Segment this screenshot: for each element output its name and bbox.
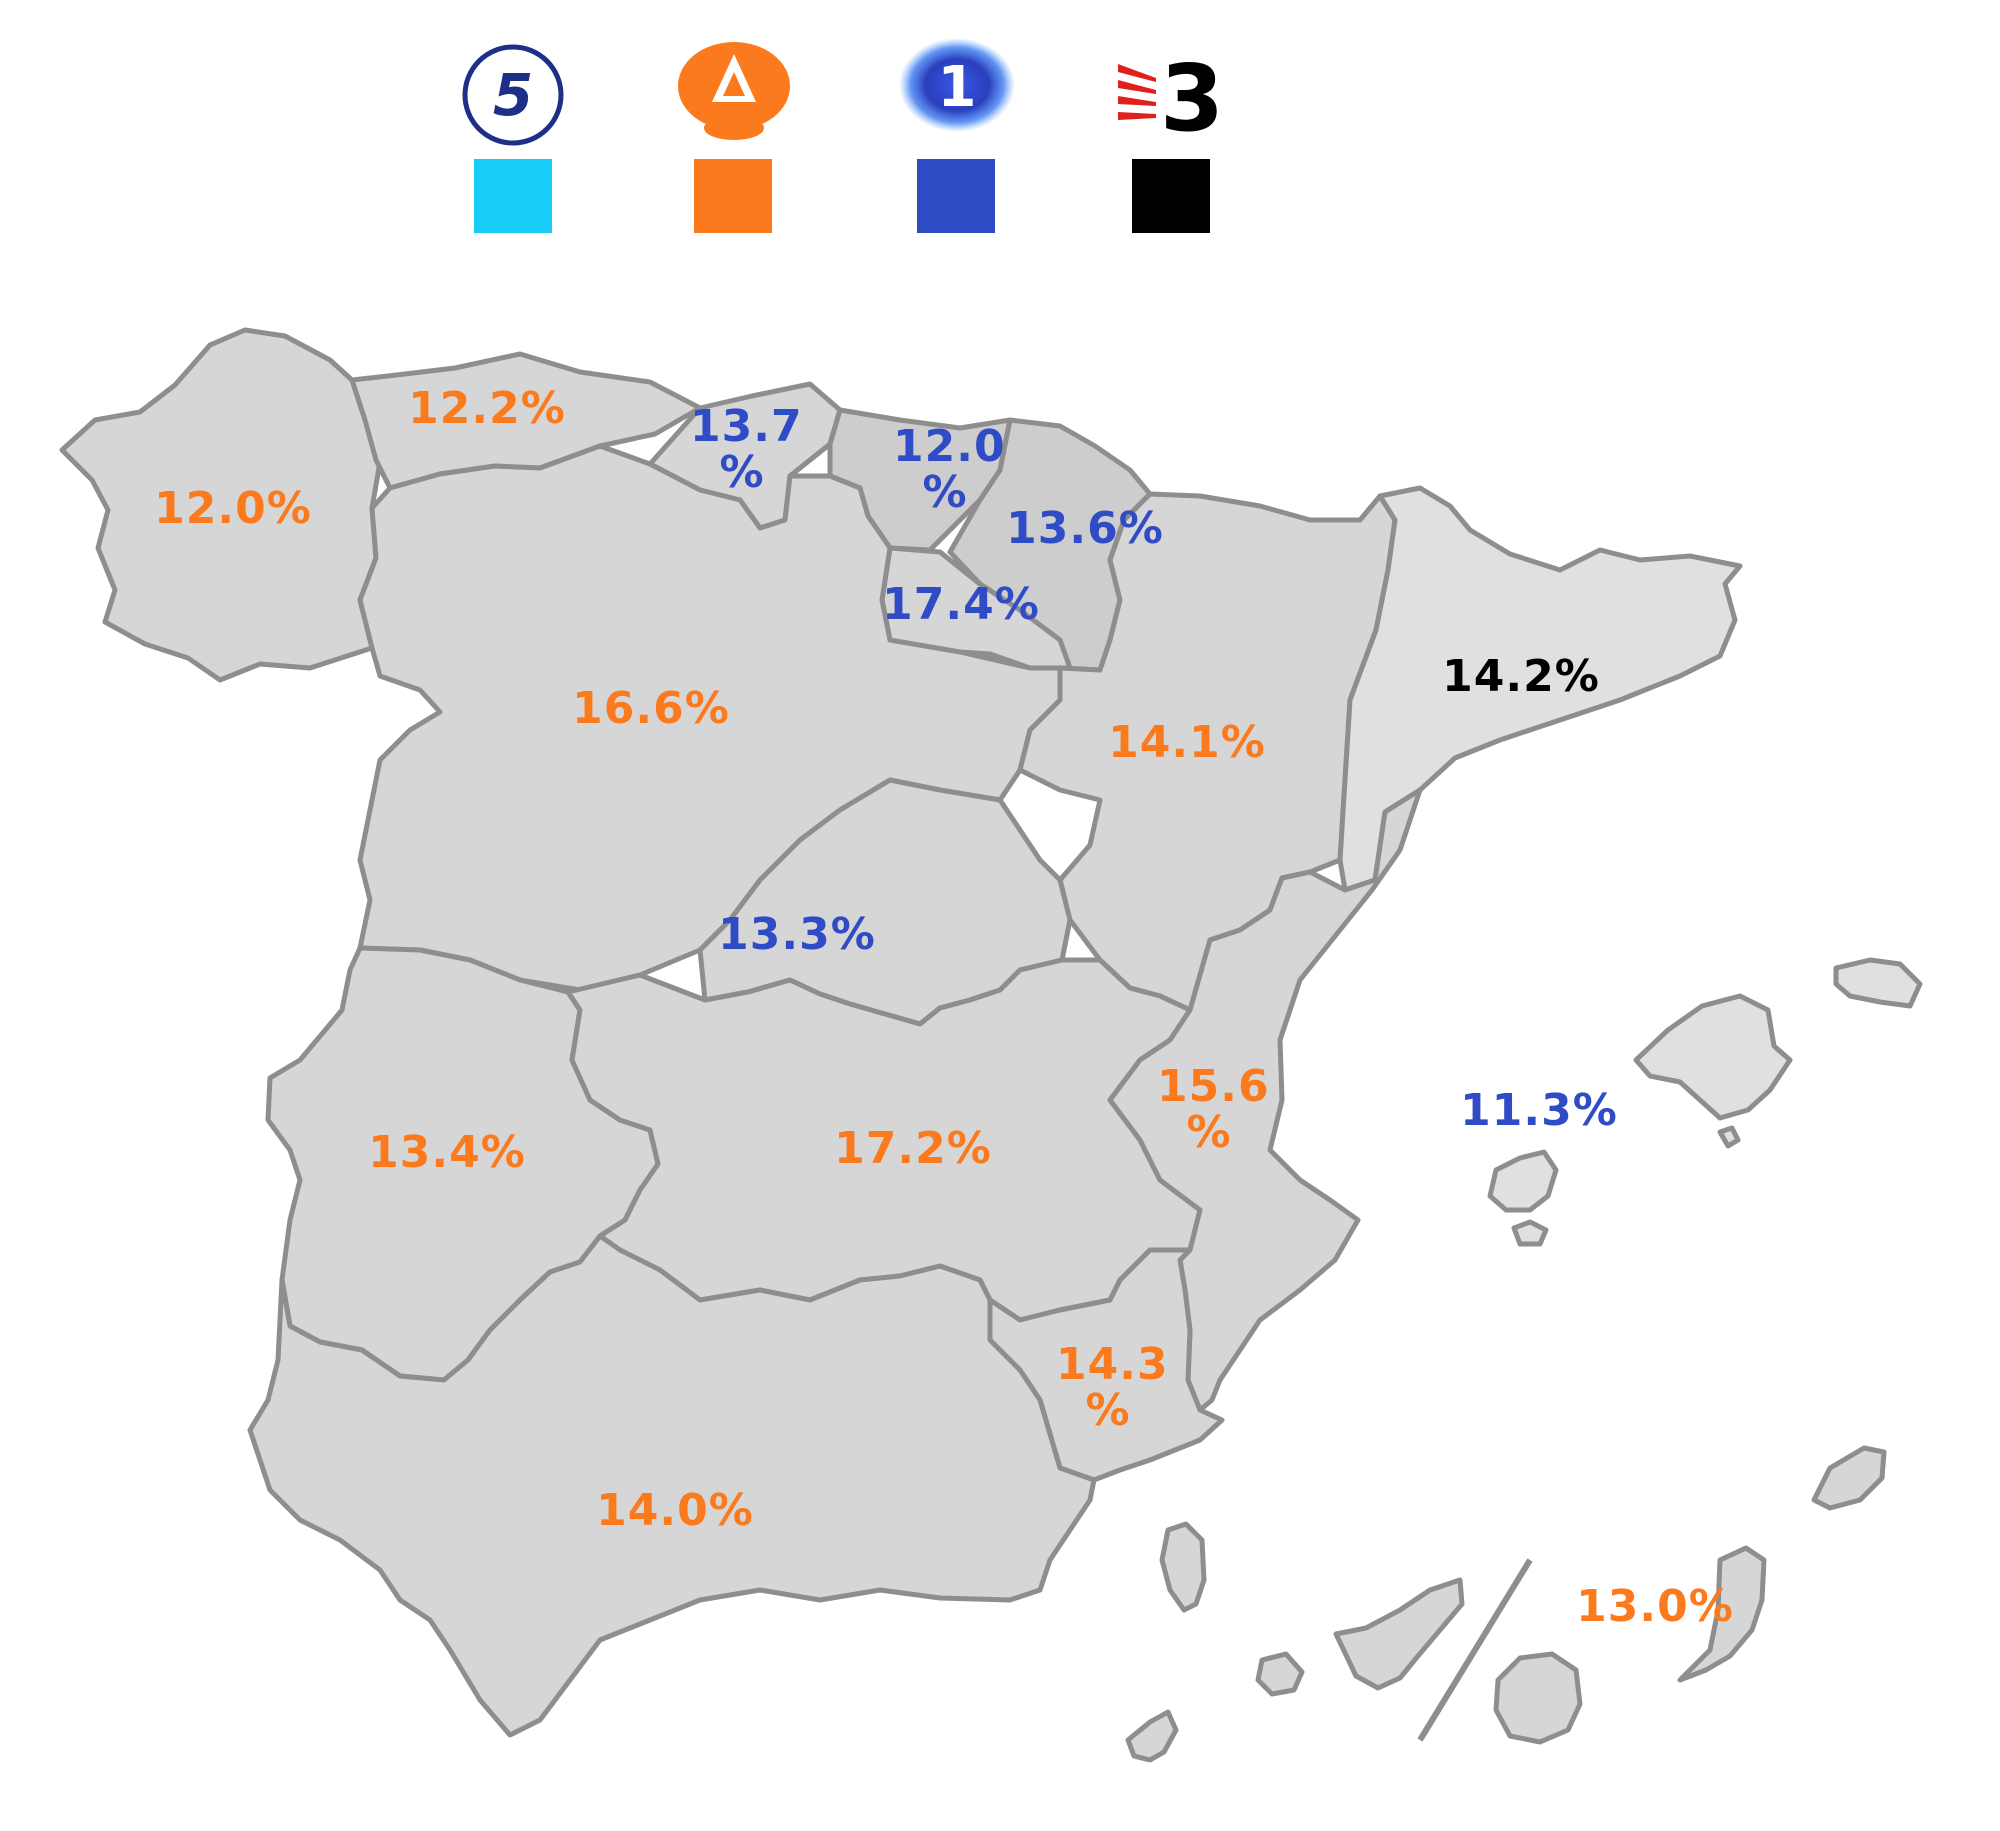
label-pais-vasco: 12.0 % (893, 421, 1006, 518)
tv3-logo-text: 3 (1160, 50, 1224, 136)
tv3-logo-icon: 3 (1118, 50, 1224, 136)
region-formentera (1511, 1219, 1549, 1247)
label-canarias: 13.0% (1576, 1581, 1734, 1632)
region-asturias (349, 351, 703, 491)
region-andalucia (247, 1233, 1097, 1738)
region-tenerife (1333, 1577, 1465, 1691)
la1-logo-icon: 1 (899, 38, 1015, 132)
region-fuerteventura (1677, 1545, 1767, 1683)
region-mallorca (1633, 993, 1793, 1121)
label-valencia: 15.6 % (1157, 1061, 1270, 1158)
label-aragon: 14.1% (1108, 717, 1266, 768)
label-baleares: 11.3% (1460, 1085, 1618, 1136)
region-gran-canaria (1493, 1651, 1583, 1745)
label-castilla-y-leon: 16.6% (572, 683, 730, 734)
region-la-gomera (1255, 1651, 1305, 1697)
label-navarra: 13.6% (1006, 503, 1164, 554)
telecinco-color-swatch (474, 159, 552, 233)
region-lanzarote (1811, 1445, 1887, 1511)
telecinco-logo-icon: 5 (462, 44, 564, 146)
canarias-divider-line (1417, 1558, 1533, 1742)
label-cataluna: 14.2% (1442, 651, 1600, 702)
label-asturias: 12.2% (408, 383, 566, 434)
antena3-logo-icon (678, 42, 790, 140)
region-cataluna (1337, 485, 1743, 893)
label-cantabria: 13.7 % (690, 401, 803, 498)
tv3-color-swatch (1132, 159, 1210, 233)
label-extremadura: 13.4% (368, 1127, 526, 1178)
label-murcia: 14.3 % (1056, 1339, 1169, 1436)
label-galicia: 12.0% (154, 483, 312, 534)
label-andalucia: 14.0% (596, 1485, 754, 1536)
region-ibiza (1487, 1149, 1559, 1213)
label-la-rioja: 17.4% (882, 579, 1040, 630)
region-el-hierro (1125, 1709, 1179, 1763)
region-cabrera (1717, 1125, 1741, 1149)
region-la-palma (1159, 1521, 1207, 1613)
label-castilla-la-mancha: 17.2% (834, 1123, 992, 1174)
antena3-color-swatch (694, 159, 772, 233)
la1-color-swatch (917, 159, 995, 233)
la1-logo-text: 1 (938, 55, 977, 120)
telecinco-logo-text: 5 (493, 61, 533, 129)
label-madrid: 13.3% (718, 909, 876, 960)
region-menorca (1833, 957, 1923, 1009)
